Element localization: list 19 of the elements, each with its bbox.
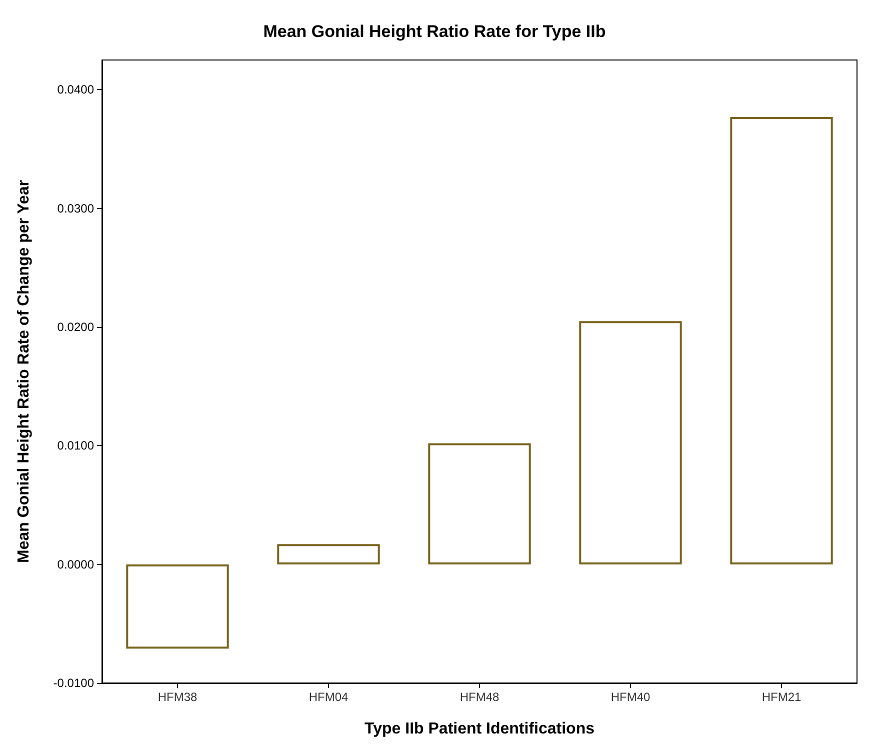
y-tick-label: 0.0400: [57, 82, 94, 97]
y-tick-label: 0.0300: [57, 201, 94, 216]
bar: [579, 321, 682, 564]
x-tick-label: HFM38: [158, 690, 198, 704]
y-axis-title: Mean Gonial Height Ratio Rate of Change per Year: [16, 180, 32, 563]
x-tick-label: HFM21: [762, 690, 802, 704]
x-tick-label: HFM04: [308, 690, 348, 704]
x-tick-label: HFM48: [460, 690, 500, 704]
bar: [277, 544, 380, 564]
chart-title: Mean Gonial Height Ratio Rate for Type IIb: [263, 22, 606, 41]
bar: [126, 564, 229, 649]
y-tick-label: 0.0100: [57, 438, 94, 453]
y-tick-label: 0.0200: [57, 320, 94, 334]
y-tick-label: -0.0100: [53, 676, 94, 690]
bar: [428, 443, 531, 564]
bar: [730, 116, 833, 564]
x-axis-title: Type IIb Patient Identifications: [364, 720, 595, 738]
x-tick-label: HFM40: [610, 690, 650, 704]
y-tick-label: 0.0000: [57, 557, 94, 572]
